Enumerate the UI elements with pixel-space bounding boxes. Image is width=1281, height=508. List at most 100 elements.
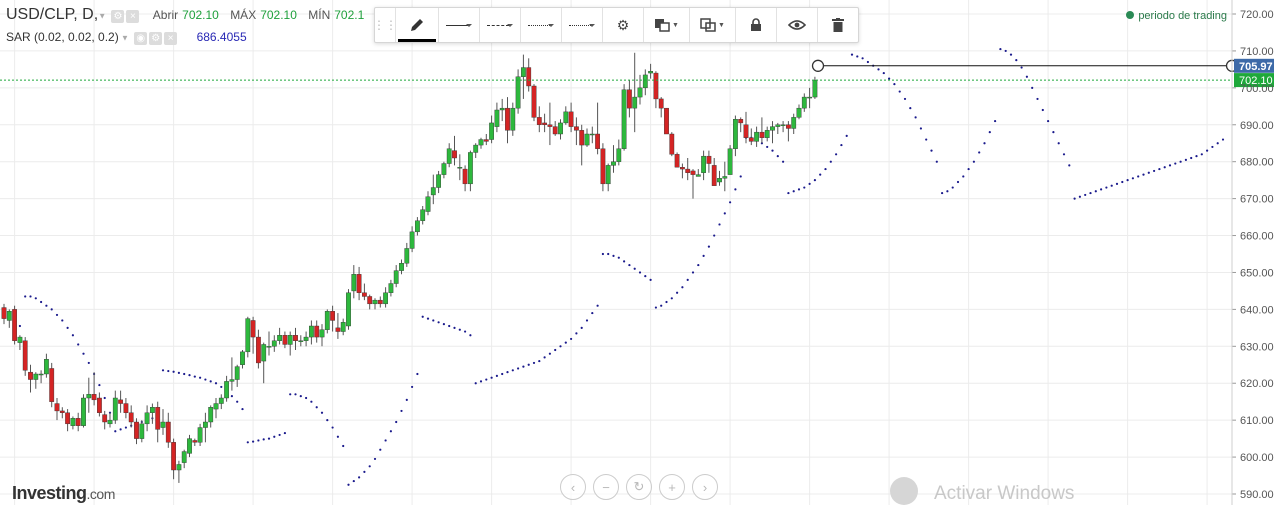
sar-dot <box>87 361 90 365</box>
candle-up <box>589 133 595 136</box>
candle-down <box>738 119 744 124</box>
candle-up <box>494 109 500 127</box>
fill-icon <box>655 19 670 32</box>
line-dotted-icon <box>528 21 554 29</box>
sar-dot <box>305 396 308 400</box>
sar-dot <box>448 324 451 328</box>
indicator-label[interactable]: SAR (0.02, 0.02, 0.2) <box>6 30 119 44</box>
candle-up <box>44 359 49 375</box>
sar-dot <box>1206 149 1209 152</box>
scroll-left-button[interactable]: ‹ <box>560 474 586 500</box>
candle-up <box>208 407 214 423</box>
zoom-out-button[interactable]: − <box>593 474 619 500</box>
pencil-button[interactable] <box>396 8 439 42</box>
visibility-button[interactable] <box>777 8 818 42</box>
chevron-down-icon[interactable]: ▼ <box>98 11 107 21</box>
settings-button[interactable]: ⚙ <box>603 8 644 42</box>
sar-dot <box>405 398 408 401</box>
candle-up <box>372 299 378 305</box>
drag-handle-icon[interactable]: ⋮⋮ <box>373 8 397 42</box>
zoom-in-button[interactable]: + <box>659 474 685 500</box>
candle-up <box>240 351 245 365</box>
sar-dot <box>1153 169 1156 173</box>
sar-dot <box>1068 164 1071 167</box>
sar-dot <box>840 143 843 147</box>
candle-up <box>801 96 807 109</box>
sar-dot <box>230 395 233 398</box>
candle-up <box>287 335 293 345</box>
line-arrow-button[interactable] <box>562 8 603 42</box>
sar-dot <box>941 191 944 195</box>
sar-dot <box>888 77 891 80</box>
delete-button[interactable] <box>818 8 858 42</box>
logo-name: Investing <box>12 483 87 503</box>
sar-dot <box>453 326 456 329</box>
candle-up <box>86 394 92 399</box>
clone-icon <box>700 18 716 32</box>
sar-dot <box>161 369 165 372</box>
sar-dot <box>1200 153 1203 156</box>
sar-dot <box>972 160 976 163</box>
candle-down <box>680 167 685 170</box>
y-tick-label: 700.00 <box>1240 83 1274 95</box>
candle-down <box>54 403 60 412</box>
candle-up <box>229 379 235 382</box>
line-handle-left <box>811 59 825 72</box>
candle-down <box>536 117 542 125</box>
clone-button[interactable]: ▼ <box>690 8 736 42</box>
candle-up <box>807 96 813 99</box>
close-icon[interactable]: × <box>126 9 140 23</box>
sar-dot <box>739 175 742 178</box>
y-tick-label: 630.00 <box>1240 341 1274 353</box>
candle-up <box>383 292 388 305</box>
sar-dot <box>776 155 779 158</box>
sar-dot <box>988 131 991 134</box>
close-icon[interactable]: × <box>164 31 178 45</box>
sar-dot <box>564 341 567 344</box>
line-dashed-button[interactable] <box>480 8 521 42</box>
sar-dot <box>1105 186 1108 189</box>
sar-dot <box>946 190 949 193</box>
symbol-label[interactable]: USD/CLP, D, <box>6 6 99 23</box>
sar-dot <box>119 428 122 431</box>
trading-period-toggle[interactable]: periodo de trading <box>1126 10 1227 22</box>
candle-down <box>759 131 765 138</box>
sar-dot <box>914 116 917 119</box>
scroll-right-button[interactable]: › <box>692 474 718 500</box>
sar-dot <box>55 313 59 317</box>
candle-up <box>409 231 415 249</box>
line-dotted-button[interactable] <box>521 8 562 42</box>
sar-dot <box>792 190 795 193</box>
sar-dot <box>220 385 223 389</box>
line-solid-button[interactable] <box>439 8 480 42</box>
sar-dot <box>368 465 371 468</box>
chevron-down-icon[interactable]: ▼ <box>118 33 129 43</box>
fill-button[interactable]: ▼ <box>644 8 690 42</box>
sar-dot <box>543 356 546 359</box>
trash-icon <box>832 18 844 32</box>
reset-button[interactable]: ↻ <box>626 474 652 500</box>
sar-dot <box>1025 75 1028 78</box>
settings-icon[interactable]: ⚙ <box>149 31 163 45</box>
sar-dot <box>289 393 292 396</box>
chevron-right-icon: › <box>702 479 708 495</box>
sar-dot <box>893 83 896 86</box>
visibility-icon[interactable]: ◉ <box>134 31 148 45</box>
lock-button[interactable] <box>736 8 777 42</box>
settings-icon[interactable]: ⚙ <box>111 9 125 23</box>
sar-dot <box>935 160 938 163</box>
sar-dot <box>45 304 48 307</box>
sar-dot <box>623 260 626 263</box>
candle-down <box>377 299 383 305</box>
candle-up <box>393 270 399 284</box>
indicator-buttons: ◉ ⚙ × <box>134 31 179 45</box>
sar-dot <box>559 345 562 348</box>
sar-dot <box>538 359 541 363</box>
candles-layer <box>1 52 818 483</box>
sar-dot <box>681 286 684 289</box>
candle-up <box>648 71 654 74</box>
sar-dot <box>1179 160 1182 163</box>
sar-dot <box>713 234 716 237</box>
candle-up <box>473 144 479 153</box>
